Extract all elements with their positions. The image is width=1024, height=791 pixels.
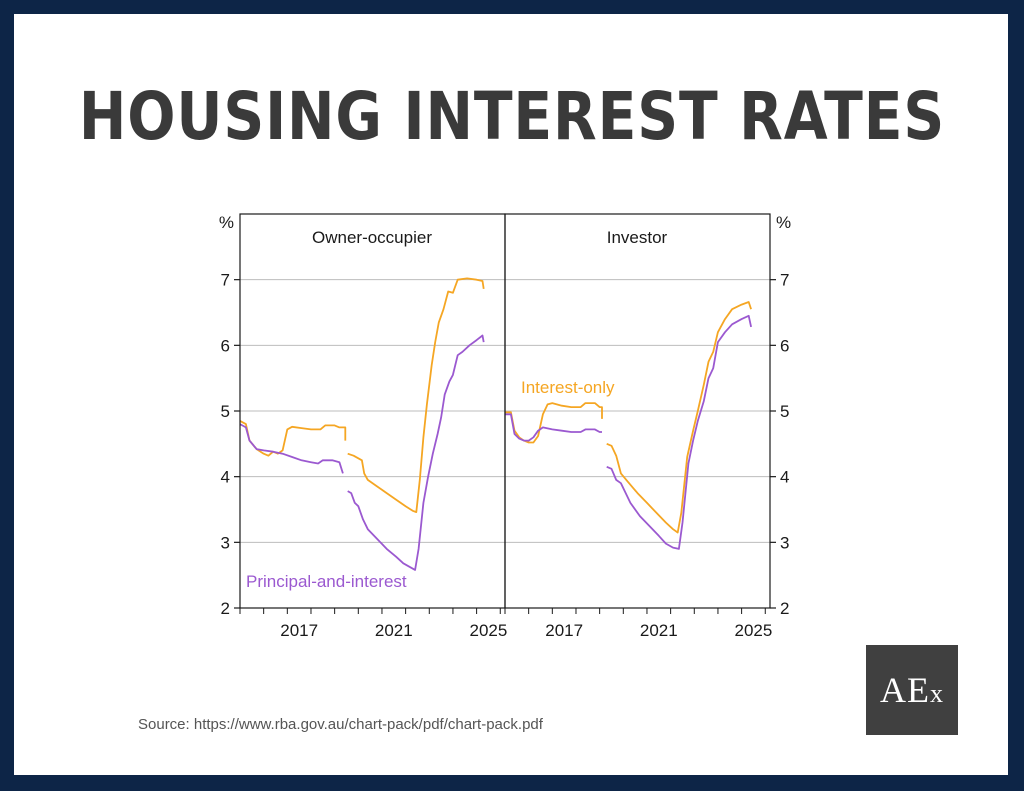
chart-card	[14, 14, 1008, 775]
series-label-principal-and-interest: Principal-and-interest	[246, 572, 407, 591]
source-note: Source: https://www.rba.gov.au/chart-pac…	[138, 716, 543, 733]
y-tick-label-right-5: 5	[780, 402, 789, 421]
y-tick-label-left-5: 5	[221, 402, 230, 421]
series-line-owner-occupier-principal-and-interest-0	[239, 423, 344, 474]
y-unit-right: %	[776, 213, 791, 232]
panel-title-investor: Investor	[607, 228, 668, 247]
series-line-investor-principal-and-interest-1	[606, 314, 752, 550]
y-tick-label-left-6: 6	[221, 336, 230, 355]
y-tick-label-right-6: 6	[780, 336, 789, 355]
x-tick-label-owner-occupier-2017: 2017	[280, 621, 318, 640]
panel-title-owner-occupier: Owner-occupier	[312, 228, 432, 247]
y-tick-label-right-2: 2	[780, 599, 789, 618]
y-unit-left: %	[219, 213, 234, 232]
x-tick-label-owner-occupier-2025: 2025	[470, 621, 508, 640]
page-title: HOUSING INTEREST RATES	[78, 78, 946, 155]
y-tick-label-left-7: 7	[221, 271, 230, 290]
x-tick-label-investor-2021: 2021	[640, 621, 678, 640]
logo-sub: x	[930, 679, 944, 708]
y-tick-label-right-3: 3	[780, 533, 789, 552]
y-tick-label-left-2: 2	[221, 599, 230, 618]
x-tick-label-investor-2025: 2025	[735, 621, 773, 640]
series-line-investor-interest-only-0	[505, 402, 603, 444]
series-line-owner-occupier-interest-only-0	[239, 420, 347, 457]
series-line-investor-interest-only-1	[606, 301, 752, 534]
y-tick-label-right-4: 4	[780, 468, 789, 487]
series-line-owner-occupier-interest-only-1	[347, 277, 485, 513]
y-tick-label-right-7: 7	[780, 271, 789, 290]
y-tick-label-left-4: 4	[221, 468, 230, 487]
y-tick-label-left-3: 3	[221, 533, 230, 552]
x-tick-label-owner-occupier-2021: 2021	[375, 621, 413, 640]
aex-logo: AE x	[866, 645, 958, 735]
logo-main: AE	[880, 670, 930, 710]
x-tick-label-investor-2017: 2017	[545, 621, 583, 640]
series-line-owner-occupier-principal-and-interest-1	[347, 334, 485, 571]
series-label-interest-only: Interest-only	[521, 378, 615, 397]
series-line-investor-principal-and-interest-0	[505, 413, 602, 442]
